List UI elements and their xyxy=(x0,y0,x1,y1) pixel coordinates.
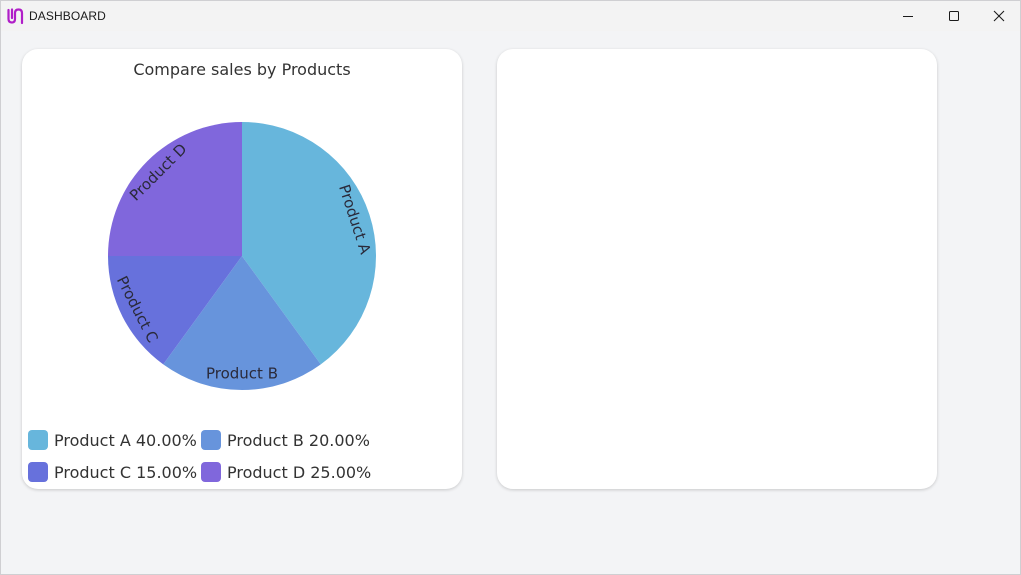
legend-swatch xyxy=(28,462,48,482)
empty-card xyxy=(497,49,937,489)
legend-swatch xyxy=(28,430,48,450)
pie-slice-product-b[interactable] xyxy=(163,256,321,390)
legend-label: Product B 20.00% xyxy=(227,430,370,450)
legend-item[interactable]: Product C 15.00% xyxy=(28,461,197,483)
chart-title: Compare sales by Products xyxy=(133,60,351,79)
pie-slice-product-a[interactable] xyxy=(242,122,376,365)
legend-item[interactable]: Product A 40.00% xyxy=(28,429,197,451)
pie-slice-product-c[interactable] xyxy=(108,256,242,365)
minimize-button[interactable] xyxy=(885,1,931,31)
pie-slice-product-d[interactable] xyxy=(108,122,242,256)
minimize-icon xyxy=(903,16,913,17)
pie-slice-label: Product B xyxy=(206,365,278,383)
app-logo-icon xyxy=(7,8,24,25)
window-title: DASHBOARD xyxy=(29,9,106,23)
legend-item[interactable]: Product B 20.00% xyxy=(201,429,370,451)
legend-label: Product D 25.00% xyxy=(227,462,372,482)
maximize-icon xyxy=(949,11,959,21)
close-button[interactable] xyxy=(976,1,1021,31)
legend-label: Product A 40.00% xyxy=(54,430,197,450)
title-bar[interactable]: DASHBOARD xyxy=(1,1,1020,31)
legend-swatch xyxy=(201,430,221,450)
sales-chart-card: Compare sales by Products Product A Produ… xyxy=(22,49,462,489)
legend-label: Product C 15.00% xyxy=(54,462,198,482)
legend-item[interactable]: Product D 25.00% xyxy=(201,461,371,483)
legend-swatch xyxy=(201,462,221,482)
close-icon xyxy=(993,10,1005,22)
maximize-button[interactable] xyxy=(931,1,977,31)
